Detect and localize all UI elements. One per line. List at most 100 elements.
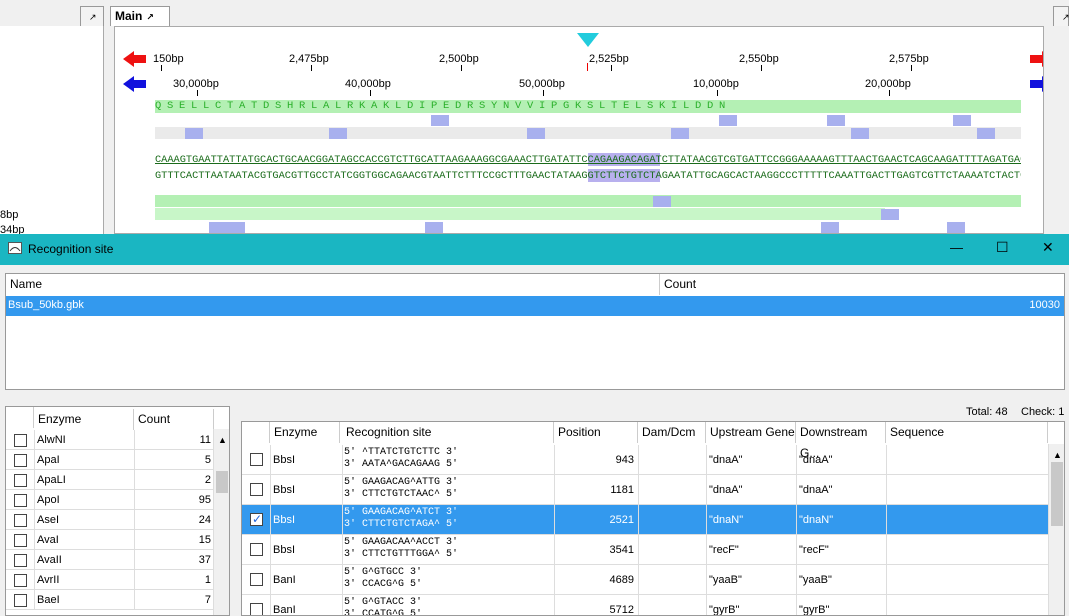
tab-main[interactable]: Main ↗	[110, 6, 170, 26]
ruler-tick-label: 2,525bp	[589, 53, 629, 65]
site-row[interactable]: ✓ BbsI 5' GAAGACAG^ATCT 3' 3' CTTCTGTCTAGA^…	[242, 505, 1048, 535]
ruler-tick-label: 2,500bp	[439, 53, 479, 65]
feature-block[interactable]	[881, 209, 899, 220]
site-recognition-bottom: 3' CCACG^G 5'	[344, 579, 423, 590]
column-header-count[interactable]: Count	[134, 409, 214, 430]
enzyme-checkbox[interactable]	[14, 514, 27, 527]
dialog-title-bar[interactable]: Recognition site — ☐ ✕	[0, 234, 1069, 265]
site-checkbox[interactable]	[250, 573, 263, 586]
site-position: 2521	[609, 514, 634, 526]
feature-block[interactable]	[527, 128, 545, 139]
sites-table-scrollbar[interactable]: ▲	[1048, 444, 1064, 615]
scroll-right-blue-arrow-icon[interactable]	[1029, 76, 1043, 92]
column-header-name[interactable]: Name	[6, 274, 660, 295]
column-header-count[interactable]: Count	[660, 274, 1064, 295]
scroll-thumb[interactable]	[1051, 462, 1063, 526]
site-checkbox[interactable]	[250, 543, 263, 556]
pin-icon: ↗	[146, 12, 154, 22]
enzyme-list[interactable]: Enzyme Count ▲ AlwNI 11 ApaI 5 ApaLI 2 ApoI 95 A…	[5, 406, 230, 616]
feature-block[interactable]	[851, 128, 869, 139]
feature-block[interactable]	[653, 196, 671, 207]
enzyme-count: 95	[198, 494, 211, 506]
column-header-enzyme[interactable]: Enzyme	[34, 409, 134, 430]
recognition-sites-table[interactable]: Enzyme Recognition site Position Dam/Dcm…	[241, 421, 1065, 616]
site-recognition-top: 5' GAAGACAG^ATTG 3'	[344, 477, 459, 488]
column-header-recognition[interactable]: Recognition site	[342, 422, 554, 443]
enzyme-list-scrollbar[interactable]: ▲	[213, 429, 229, 615]
site-checkbox[interactable]: ✓	[250, 512, 263, 526]
enzyme-checkbox[interactable]	[14, 494, 27, 507]
table-row[interactable]: Bsub_50kb.gbk 10030	[6, 296, 1064, 316]
enzyme-row[interactable]: ApoI 95	[6, 490, 213, 510]
dna-reverse-strand[interactable]: GTTTCACTTAATAATACGTGACGTTGCCTATCGGTGGCAG…	[155, 170, 1021, 182]
feature-block[interactable]	[719, 115, 737, 126]
column-header-position[interactable]: Position	[554, 422, 638, 443]
site-position: 1181	[610, 484, 634, 496]
enzyme-row[interactable]: AvrII 1	[6, 570, 213, 590]
scroll-right-red-arrow-icon[interactable]	[1029, 51, 1043, 67]
recognition-site-highlight	[588, 153, 660, 166]
maximize-button[interactable]: ☐	[996, 239, 1009, 255]
enzyme-row[interactable]: ApaI 5	[6, 450, 213, 470]
feature-block[interactable]	[431, 115, 449, 126]
minimize-button[interactable]: —	[950, 240, 963, 255]
files-table[interactable]: Name Count Bsub_50kb.gbk 10030	[5, 273, 1065, 390]
site-checkbox[interactable]	[250, 453, 263, 466]
scroll-left-blue-arrow-icon[interactable]	[123, 76, 147, 92]
column-header-dam-dcm[interactable]: Dam/Dcm	[638, 422, 706, 443]
column-header-downstream-gene[interactable]: Downstream G...	[796, 422, 886, 460]
dna-forward-strand[interactable]: CAAAGTGAATTATTATGCACTGCAACGGATAGCCACCGTC…	[155, 154, 1021, 166]
site-checkbox[interactable]	[250, 483, 263, 496]
enzyme-row[interactable]: AlwNI 11	[6, 430, 213, 450]
site-row[interactable]: BanI 5' G^GTGCC 3' 3' CCACG^G 5' 4689 "yaaB"…	[242, 565, 1048, 595]
feature-block[interactable]	[185, 128, 203, 139]
site-row[interactable]: BbsI 5' GAAGACAG^ATTG 3' 3' CTTCTGTCTAAC^ …	[242, 475, 1048, 505]
right-pane-pin-tab[interactable]: ↗	[1053, 6, 1069, 26]
feature-block[interactable]	[977, 128, 995, 139]
cursor-marker-icon[interactable]	[577, 33, 599, 47]
enzyme-row[interactable]: BaeI 7	[6, 590, 213, 610]
sequence-view[interactable]: 150bp 2,475bp 2,500bp 2,525bp 2,550bp 2,…	[114, 26, 1044, 234]
genome-ruler-label: 30,000bp	[173, 78, 219, 90]
column-header-enzyme[interactable]: Enzyme	[270, 422, 340, 443]
site-downstream-gene: "gyrB"	[799, 604, 830, 616]
recognition-site-highlight	[588, 169, 660, 182]
enzyme-checkbox[interactable]	[14, 454, 27, 467]
enzyme-count: 1	[204, 574, 211, 586]
enzyme-checkbox[interactable]	[14, 554, 27, 567]
scroll-thumb[interactable]	[216, 471, 228, 493]
column-header-sequence[interactable]: Sequence	[886, 422, 1048, 443]
enzyme-row[interactable]: AvaI 15	[6, 530, 213, 550]
feature-block[interactable]	[953, 115, 971, 126]
feature-block[interactable]	[425, 222, 443, 233]
enzyme-checkbox[interactable]	[14, 474, 27, 487]
scroll-left-red-arrow-icon[interactable]	[123, 51, 147, 67]
feature-block[interactable]	[821, 222, 839, 233]
site-row[interactable]: BbsI 5' GAAGACAA^ACCT 3' 3' CTTCTGTTTGGA^ …	[242, 535, 1048, 565]
site-row[interactable]: BanI 5' G^GTACC 3' 3' CCATG^G 5' 5712 "gyrB"…	[242, 595, 1048, 616]
site-recognition-top: 5' G^GTACC 3'	[344, 597, 423, 608]
enzyme-checkbox[interactable]	[14, 574, 27, 587]
enzyme-checkbox[interactable]	[14, 434, 27, 447]
close-button[interactable]: ✕	[1042, 239, 1054, 255]
scroll-up-icon[interactable]: ▲	[1053, 450, 1062, 460]
feature-block[interactable]	[209, 222, 245, 233]
site-checkbox[interactable]	[250, 603, 263, 615]
ruler-tick-label: 2,575bp	[889, 53, 929, 65]
feature-block[interactable]	[827, 115, 845, 126]
site-upstream-gene: "yaaB"	[709, 574, 742, 586]
left-pane-pin-tab[interactable]: ↗	[80, 6, 104, 26]
column-header-upstream-gene[interactable]: Upstream Gene	[706, 422, 796, 443]
scroll-up-icon[interactable]: ▲	[218, 435, 227, 445]
feature-block[interactable]	[329, 128, 347, 139]
enzyme-row[interactable]: ApaLI 2	[6, 470, 213, 490]
file-name-cell: Bsub_50kb.gbk	[8, 299, 84, 311]
enzyme-checkbox[interactable]	[14, 534, 27, 547]
cursor-line	[587, 63, 588, 71]
feature-block[interactable]	[671, 128, 689, 139]
enzyme-checkbox[interactable]	[14, 594, 27, 607]
enzyme-row[interactable]: AseI 24	[6, 510, 213, 530]
site-row[interactable]: BbsI 5' ^TTATCTGTCTTC 3' 3' AATA^GACAGAAG …	[242, 445, 1048, 475]
feature-block[interactable]	[947, 222, 965, 233]
enzyme-row[interactable]: AvaII 37	[6, 550, 213, 570]
